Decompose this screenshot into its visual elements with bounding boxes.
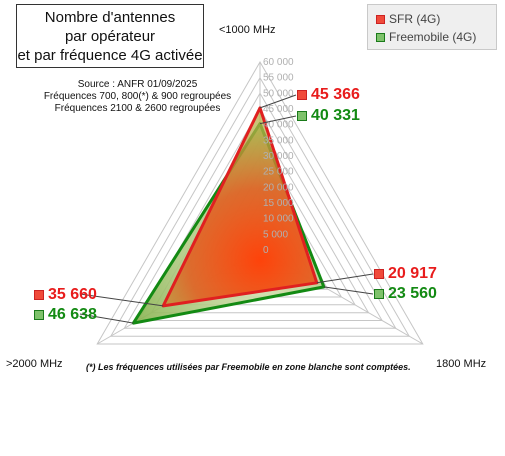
series-polygon-sfr (161, 106, 319, 308)
value-marker-sfr (374, 269, 384, 279)
title-line-2: par opérateur (64, 27, 156, 45)
footnote: (*) Les fréquences utilisées par Freemob… (86, 362, 411, 372)
axis-label-high-band: >2000 MHz (6, 358, 63, 370)
series-sfr (161, 106, 319, 308)
value-marker-sfr (34, 290, 44, 300)
leader-line (316, 273, 374, 284)
leader-line (259, 94, 297, 109)
value-marker-freemobile (374, 289, 384, 299)
axis-label-1800: 1800 MHz (436, 358, 487, 370)
tick-label: 45 000 (263, 104, 294, 115)
value-text: 35 660 (48, 286, 97, 303)
tick-label: 50 000 (263, 88, 294, 99)
source-line-3: Fréquences 2100 & 2600 regroupées (54, 103, 221, 114)
value-text: 45 366 (311, 86, 360, 103)
tick-label: 30 000 (263, 151, 294, 162)
leader-line (323, 286, 374, 295)
source-note: Source : ANFR 01/09/2025 Fréquences 700,… (20, 79, 255, 115)
value-free-1800: 23 560 (374, 285, 437, 303)
value-sfr-high-band: 35 660 (34, 286, 97, 304)
leader-line (259, 115, 297, 125)
value-sfr-low-band: 45 366 (297, 86, 360, 104)
title-line-3: et par fréquence 4G activée (17, 46, 203, 64)
value-text: 23 560 (388, 285, 437, 302)
grid-ring (96, 60, 424, 345)
value-sfr-1800: 20 917 (374, 265, 437, 283)
value-marker-freemobile (34, 310, 44, 320)
tick-label: 10 000 (263, 214, 294, 225)
chart-title: Nombre d'antennes par opérateur et par f… (16, 4, 204, 68)
legend-label-freemobile: Freemobile (4G) (389, 30, 477, 44)
label-leader-lines (79, 94, 374, 324)
value-marker-sfr (297, 90, 307, 100)
legend-swatch-freemobile (376, 32, 385, 42)
legend-label-sfr: SFR (4G) (389, 12, 441, 26)
grid-ring (137, 107, 383, 321)
tick-label: 0 (263, 245, 269, 256)
leader-line (79, 313, 134, 324)
axis-label-low-band: <1000 MHz (219, 24, 276, 36)
tick-label: 35 000 (263, 135, 294, 146)
tick-label: 25 000 (263, 167, 294, 178)
tick-label: 40 000 (263, 120, 294, 131)
tick-label: 5 000 (263, 229, 288, 240)
leader-line (79, 293, 164, 307)
legend-item-freemobile: Freemobile (4G) (376, 28, 488, 46)
source-line-2: Fréquences 700, 800(*) & 900 regroupées (43, 91, 232, 102)
source-line-1: Source : ANFR 01/09/2025 (77, 79, 198, 90)
title-line-1: Nombre d'antennes (44, 8, 176, 26)
value-text: 40 331 (311, 107, 360, 124)
value-text: 46 638 (48, 306, 97, 323)
legend-swatch-sfr (376, 14, 385, 24)
value-free-low-band: 40 331 (297, 107, 360, 125)
value-free-high-band: 46 638 (34, 306, 97, 324)
tick-label: 20 000 (263, 182, 294, 193)
tick-label: 15 000 (263, 198, 294, 209)
tick-label: 55 000 (263, 73, 294, 84)
legend: SFR (4G) Freemobile (4G) (367, 4, 497, 50)
legend-item-sfr: SFR (4G) (376, 10, 488, 28)
grid-ring (123, 92, 397, 329)
grid-ring (109, 76, 411, 337)
value-marker-freemobile (297, 111, 307, 121)
radial-tick-labels: 0 5 000 10 000 15 000 20 000 25 000 30 000 35 0… (263, 57, 294, 256)
tick-label: 60 000 (263, 57, 294, 68)
value-text: 20 917 (388, 265, 437, 282)
